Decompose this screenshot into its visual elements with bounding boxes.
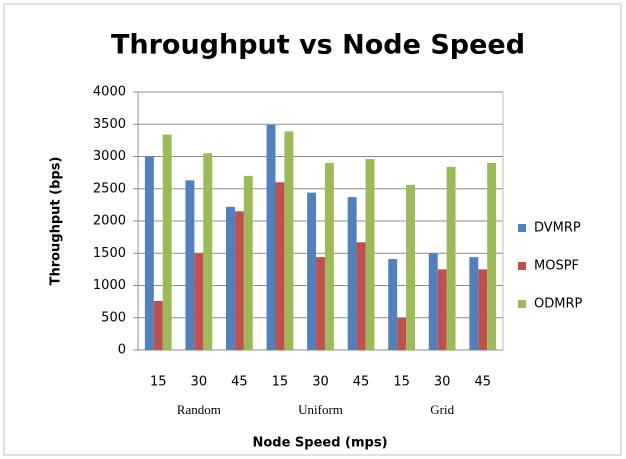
legend-label: MOSPF (534, 259, 579, 274)
group-label: Uniform (298, 402, 343, 417)
bar (284, 131, 294, 350)
legend-label: DVMRP (534, 221, 581, 236)
bar (243, 175, 253, 350)
bar (275, 182, 285, 350)
bar (144, 156, 154, 350)
bar (266, 124, 276, 351)
bar (153, 300, 163, 350)
chart-title: Throughput vs Node Speed (111, 30, 525, 61)
x-tick-label: 30 (312, 375, 329, 390)
x-tick-label: 15 (150, 375, 167, 390)
y-axis-title: Throughput (bps) (49, 157, 64, 286)
x-tick-label: 15 (272, 375, 289, 390)
legend-swatch (518, 300, 526, 308)
y-tick-label: 500 (101, 310, 126, 325)
x-tick-label: 45 (231, 375, 248, 390)
bar (203, 153, 213, 350)
bar (162, 134, 172, 350)
x-tick-label: 45 (353, 375, 370, 390)
group-label: Random (177, 402, 221, 417)
y-tick-label: 1000 (93, 278, 126, 293)
y-tick-label: 4000 (93, 85, 126, 100)
bar (194, 253, 204, 350)
bar (226, 206, 235, 350)
bar (437, 269, 447, 350)
x-axis-title: Node Speed (mps) (252, 436, 387, 451)
y-tick-label: 0 (118, 343, 126, 358)
bar (356, 242, 366, 350)
bar (397, 317, 407, 350)
y-tick-label: 3500 (93, 117, 126, 132)
bar (428, 253, 438, 350)
bar (446, 166, 456, 350)
x-tick-label: 15 (393, 375, 410, 390)
bar (316, 257, 325, 350)
y-tick-label: 3000 (93, 149, 126, 164)
group-label: Grid (430, 402, 454, 417)
legend-swatch (518, 224, 526, 232)
bar (234, 211, 244, 350)
bar (347, 197, 357, 350)
bar (307, 192, 317, 350)
y-tick-label: 2500 (93, 181, 126, 196)
bar (478, 269, 488, 350)
x-tick-label: 45 (474, 375, 491, 390)
bar (388, 259, 398, 350)
bar (324, 162, 334, 350)
bar (365, 159, 375, 350)
y-tick-label: 2000 (93, 214, 126, 229)
bar (406, 184, 415, 350)
bar (469, 257, 479, 350)
x-tick-label: 30 (191, 375, 208, 390)
y-tick-label: 1500 (93, 246, 126, 261)
x-tick-label: 30 (434, 375, 451, 390)
bar (185, 180, 195, 350)
bar (487, 162, 497, 350)
legend-label: ODMRP (534, 297, 582, 312)
legend-swatch (518, 262, 526, 270)
